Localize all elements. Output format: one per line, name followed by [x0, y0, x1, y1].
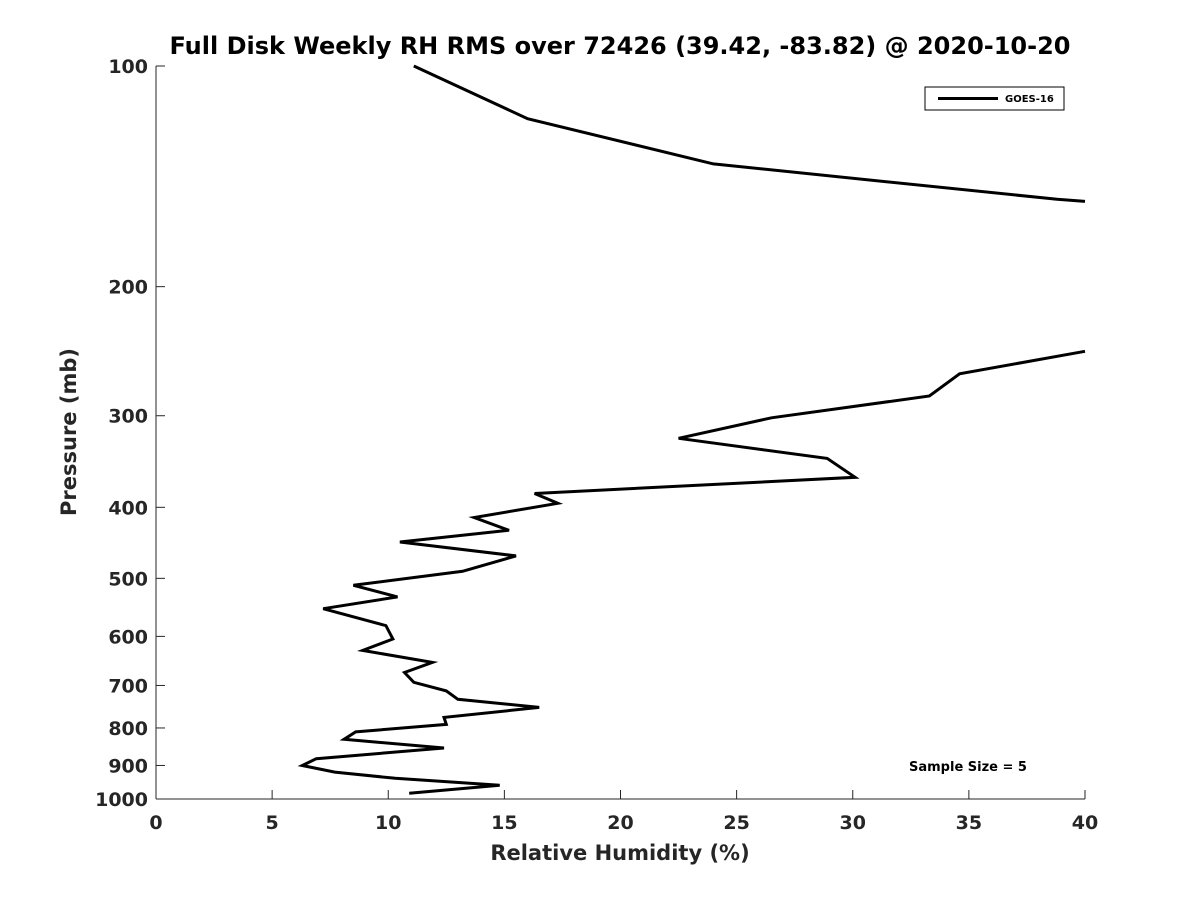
- x-ticks: 0 5 10 15 20 25 30 35 40: [149, 790, 1098, 834]
- y-tick-label: 1000: [95, 789, 148, 811]
- series-line-segment: [413, 64, 1086, 203]
- x-tick-label: 15: [491, 812, 517, 834]
- x-tick-label: 0: [149, 812, 162, 834]
- legend-entry-goes-16: GOES-16: [1005, 94, 1054, 105]
- series-line-segment: [297, 349, 1086, 795]
- x-tick-label: 20: [607, 812, 633, 834]
- x-tick-label: 35: [956, 812, 982, 834]
- y-axis-label: Pressure (mb): [57, 348, 81, 516]
- x-tick-label: 30: [840, 812, 866, 834]
- y-tick-label: 700: [108, 675, 148, 697]
- series-layer: [297, 64, 1086, 795]
- x-tick-label: 10: [375, 812, 401, 834]
- y-tick-label: 900: [108, 755, 148, 777]
- y-tick-label: 300: [108, 406, 148, 428]
- sample-size-annotation: Sample Size = 5: [909, 760, 1027, 775]
- y-tick-label: 200: [108, 277, 148, 299]
- y-tick-label: 400: [108, 497, 148, 519]
- y-tick-label: 500: [108, 568, 148, 590]
- legend: GOES-16: [924, 86, 1065, 111]
- x-tick-label: 40: [1072, 812, 1098, 834]
- y-ticks: 100 200 300 400 500 600 700 800 900 1000: [95, 56, 165, 811]
- y-tick-label: 600: [108, 626, 148, 648]
- x-axis-label: Relative Humidity (%): [490, 841, 749, 865]
- plot-frame: [155, 66, 1085, 800]
- x-tick-label: 5: [266, 812, 279, 834]
- x-tick-label: 25: [723, 812, 749, 834]
- y-tick-label: 100: [108, 56, 148, 78]
- chart-title: Full Disk Weekly RH RMS over 72426 (39.4…: [169, 32, 1070, 60]
- y-tick-label: 800: [108, 718, 148, 740]
